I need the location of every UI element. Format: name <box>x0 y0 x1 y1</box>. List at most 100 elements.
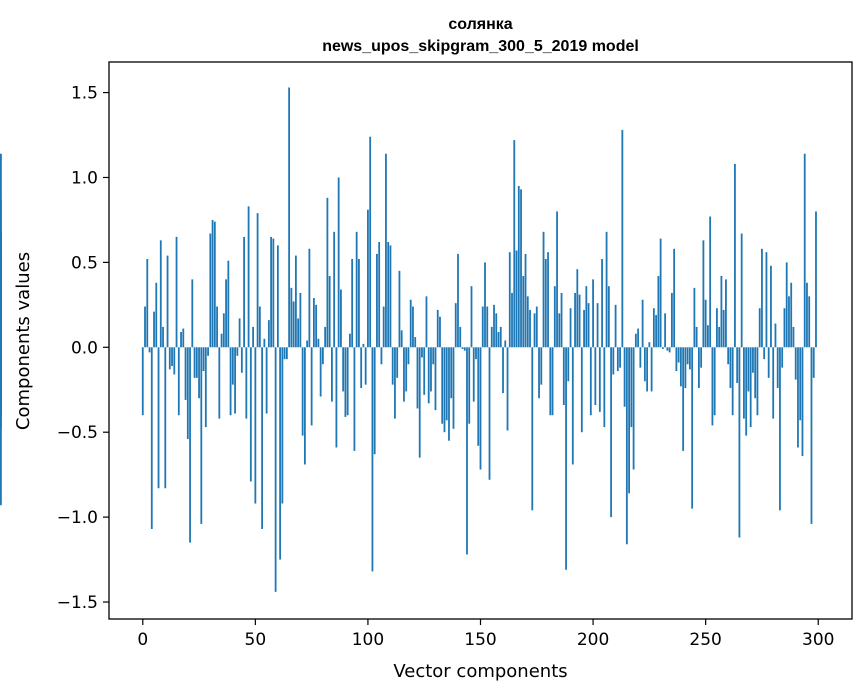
bar-147 <box>472 347 475 402</box>
bar-249 <box>702 240 705 348</box>
x-tick-label: 150 <box>464 630 496 650</box>
bar-78 <box>317 338 320 348</box>
bar-98 <box>362 343 365 348</box>
bar-72 <box>303 347 306 465</box>
bar-186 <box>560 292 563 348</box>
bar-7 <box>157 347 160 489</box>
bar-272 <box>754 347 757 399</box>
bar-284 <box>781 347 784 368</box>
bar-187 <box>562 347 565 406</box>
bar-18 <box>182 328 185 348</box>
bar-177 <box>540 347 543 385</box>
bar-221 <box>639 347 642 368</box>
bar-263 <box>734 163 736 348</box>
bar-134 <box>443 347 446 433</box>
bar-48 <box>249 347 252 482</box>
bar-11 <box>166 255 169 348</box>
bar-276 <box>763 347 766 360</box>
bar-129 <box>432 347 435 365</box>
bar-46 <box>245 347 248 419</box>
bar-137 <box>450 347 453 399</box>
bar-125 <box>423 347 426 395</box>
bar-194 <box>578 294 581 348</box>
bar-217 <box>630 347 633 428</box>
bar-297 <box>810 347 813 524</box>
bar-292 <box>799 347 802 421</box>
bar-150 <box>479 347 482 470</box>
bar-191 <box>571 347 574 465</box>
x-tick-label: 300 <box>802 630 834 650</box>
bar-260 <box>727 347 730 365</box>
bar-81 <box>324 326 327 348</box>
bar-86 <box>335 347 338 448</box>
bar-44 <box>240 347 243 373</box>
y-tick-label: 1.5 <box>71 84 98 104</box>
bar-59 <box>274 347 277 592</box>
bar-253 <box>711 347 714 426</box>
bar-84 <box>331 347 333 402</box>
bar-235 <box>670 292 673 348</box>
bar-117 <box>405 347 408 392</box>
bar-173 <box>531 347 534 511</box>
bar-161 <box>504 340 507 348</box>
bar-179 <box>544 258 547 348</box>
bar-236 <box>673 248 676 348</box>
bar-166 <box>515 250 518 348</box>
bar-238 <box>677 347 680 363</box>
bar-29 <box>207 347 209 356</box>
bar-282 <box>776 347 779 389</box>
bar-33 <box>216 306 218 348</box>
bar-256 <box>718 326 721 348</box>
chart-title: солянка <box>448 16 512 33</box>
bar-198 <box>587 303 590 348</box>
bar-10 <box>164 347 167 489</box>
plot-frame <box>108 61 853 620</box>
bar-209 <box>612 347 615 375</box>
bar-257 <box>720 275 723 348</box>
bar-19 <box>184 347 187 400</box>
bar-75 <box>310 347 313 426</box>
bar-undefined <box>0 347 2 506</box>
bar-93 <box>351 258 354 348</box>
bar-40 <box>231 347 234 385</box>
bar-120 <box>412 306 414 348</box>
bar-142 <box>461 347 464 349</box>
bar-255 <box>716 308 718 348</box>
bar-56 <box>267 320 270 348</box>
bar-298 <box>812 347 815 378</box>
bar-213 <box>621 129 624 348</box>
bar-178 <box>542 231 545 348</box>
bar-37 <box>225 279 227 348</box>
bar-122 <box>416 347 419 409</box>
bar-247 <box>698 347 700 389</box>
bar-1 <box>144 306 146 348</box>
bar-146 <box>470 286 473 348</box>
bar-184 <box>556 211 558 348</box>
x-tick-label: 0 <box>137 630 148 650</box>
bar-196 <box>583 309 585 348</box>
bar-192 <box>574 292 576 348</box>
bar-268 <box>745 347 748 436</box>
bar-139 <box>454 303 457 348</box>
bar-28 <box>204 347 207 428</box>
bar-30 <box>209 233 212 348</box>
bar-295 <box>806 282 808 348</box>
bar-39 <box>229 347 232 416</box>
bar-89 <box>342 347 345 392</box>
bar-250 <box>704 299 707 348</box>
bar-76 <box>312 298 315 348</box>
bar-96 <box>358 258 360 348</box>
bar-12 <box>168 347 171 370</box>
bar-231 <box>661 347 664 349</box>
bar-241 <box>684 347 687 389</box>
bar-107 <box>382 306 385 348</box>
bar-114 <box>398 270 401 348</box>
bar-95 <box>355 231 358 348</box>
bar-6 <box>155 282 158 348</box>
bar-287 <box>788 296 790 348</box>
bar-88 <box>340 289 342 348</box>
bar-164 <box>511 292 513 348</box>
bar-24 <box>195 347 198 378</box>
bar-245 <box>693 287 696 348</box>
